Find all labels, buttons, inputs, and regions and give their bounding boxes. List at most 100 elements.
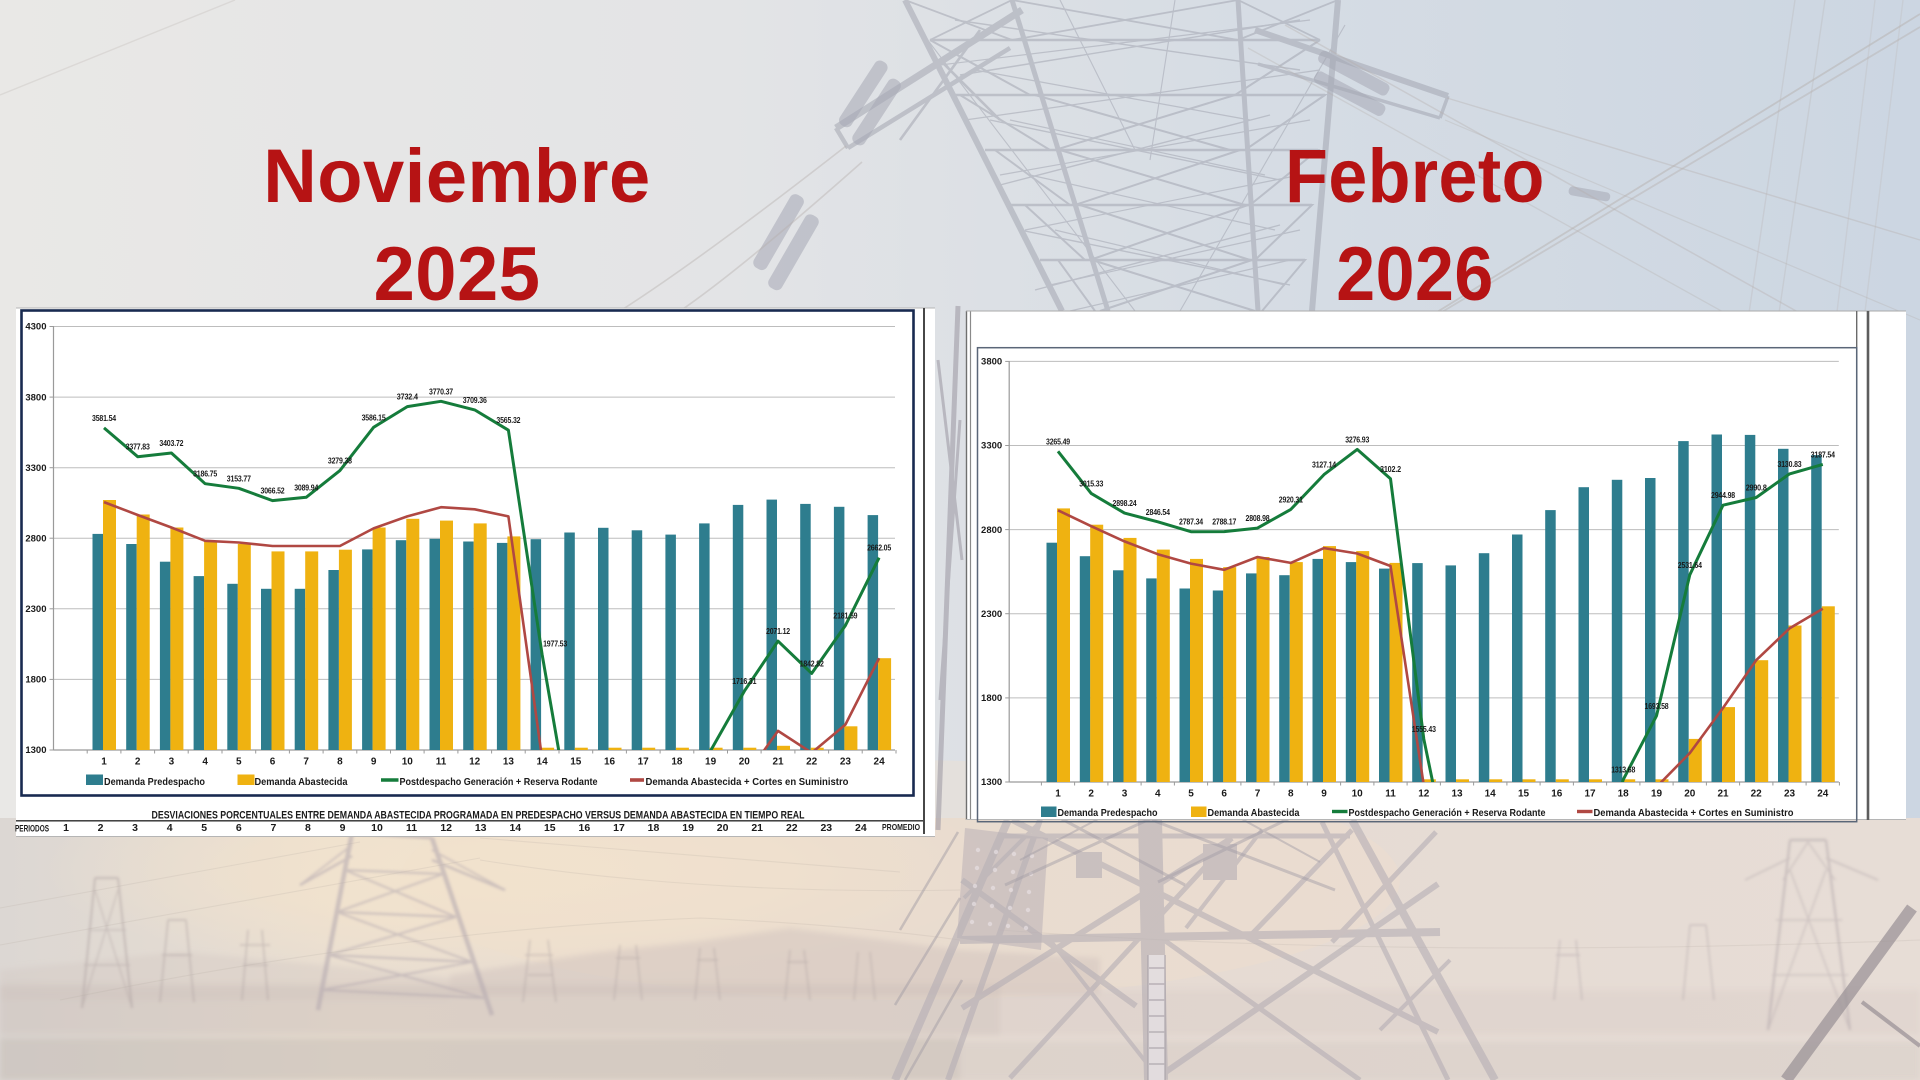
svg-text:1: 1 xyxy=(101,757,107,768)
svg-text:12: 12 xyxy=(1418,789,1430,800)
svg-text:9: 9 xyxy=(1321,789,1327,800)
svg-text:15: 15 xyxy=(1518,789,1530,800)
svg-text:2898.24: 2898.24 xyxy=(1113,498,1137,508)
svg-text:Postdespacho Generación + Rese: Postdespacho Generación + Reserva Rodant… xyxy=(400,776,598,788)
svg-text:3130.83: 3130.83 xyxy=(1778,459,1802,469)
svg-text:11: 11 xyxy=(436,757,447,768)
svg-text:3127.14: 3127.14 xyxy=(1312,460,1336,470)
svg-text:15: 15 xyxy=(570,757,582,768)
svg-text:3300: 3300 xyxy=(981,441,1002,452)
svg-text:24: 24 xyxy=(874,757,886,768)
svg-text:3586.15: 3586.15 xyxy=(362,412,386,422)
svg-text:4: 4 xyxy=(167,822,173,834)
svg-text:4: 4 xyxy=(1155,789,1161,800)
svg-text:2300: 2300 xyxy=(981,609,1002,620)
svg-text:1716.31: 1716.31 xyxy=(732,676,756,686)
svg-text:10: 10 xyxy=(402,757,414,768)
svg-text:20: 20 xyxy=(1684,789,1696,800)
svg-text:PERIODOS: PERIODOS xyxy=(15,824,49,834)
svg-text:2: 2 xyxy=(135,757,141,768)
svg-text:2800: 2800 xyxy=(25,533,46,544)
svg-text:3770.37: 3770.37 xyxy=(429,386,453,396)
svg-text:18: 18 xyxy=(671,757,683,768)
svg-text:PROMEDIO: PROMEDIO xyxy=(882,822,920,832)
svg-text:1313.68: 1313.68 xyxy=(1611,765,1635,775)
svg-text:22: 22 xyxy=(806,757,818,768)
svg-text:1977.53: 1977.53 xyxy=(543,638,567,648)
svg-text:5: 5 xyxy=(236,757,242,768)
svg-text:2: 2 xyxy=(1088,789,1094,800)
svg-text:3: 3 xyxy=(169,757,175,768)
svg-text:5: 5 xyxy=(1188,789,1194,800)
svg-text:3709.36: 3709.36 xyxy=(463,395,487,405)
svg-text:14: 14 xyxy=(537,757,549,768)
svg-text:17: 17 xyxy=(638,757,650,768)
svg-text:23: 23 xyxy=(840,757,852,768)
svg-text:12: 12 xyxy=(469,757,481,768)
svg-text:3276.93: 3276.93 xyxy=(1345,434,1369,444)
svg-text:17: 17 xyxy=(1584,789,1596,800)
svg-text:Demanda Abastecida + Cortes: Demanda Abastecida + Cortes en Suministr… xyxy=(1594,807,1794,819)
svg-text:8: 8 xyxy=(1288,789,1294,800)
svg-text:19: 19 xyxy=(705,757,717,768)
svg-text:22: 22 xyxy=(786,822,798,834)
svg-text:7: 7 xyxy=(303,757,309,768)
svg-text:13: 13 xyxy=(503,757,515,768)
svg-text:8: 8 xyxy=(337,757,343,768)
svg-text:2531.64: 2531.64 xyxy=(1678,560,1702,570)
svg-text:1: 1 xyxy=(1055,789,1061,800)
svg-text:7: 7 xyxy=(270,822,276,834)
svg-text:20: 20 xyxy=(739,757,751,768)
svg-text:Demanda Abastecida + Cortes: Demanda Abastecida + Cortes en Suministr… xyxy=(646,776,849,788)
svg-text:6: 6 xyxy=(236,822,242,834)
svg-text:3732.4: 3732.4 xyxy=(397,392,418,402)
svg-text:3153.77: 3153.77 xyxy=(227,473,251,483)
svg-text:3377.83: 3377.83 xyxy=(126,442,150,452)
svg-text:2846.54: 2846.54 xyxy=(1146,507,1170,517)
svg-text:2808.98: 2808.98 xyxy=(1246,513,1270,523)
svg-text:3015.33: 3015.33 xyxy=(1079,478,1103,488)
svg-text:3: 3 xyxy=(1122,789,1128,800)
svg-text:3066.52: 3066.52 xyxy=(261,486,285,496)
svg-text:21: 21 xyxy=(751,822,763,834)
svg-text:3279.38: 3279.38 xyxy=(328,456,352,466)
svg-text:1800: 1800 xyxy=(981,693,1002,704)
svg-text:23: 23 xyxy=(1784,789,1796,800)
svg-text:17: 17 xyxy=(613,822,625,834)
svg-text:9: 9 xyxy=(340,822,346,834)
svg-text:3102.2: 3102.2 xyxy=(1380,464,1401,474)
svg-text:1842.82: 1842.82 xyxy=(800,658,824,668)
svg-text:3265.49: 3265.49 xyxy=(1046,436,1070,446)
svg-text:10: 10 xyxy=(371,822,383,834)
svg-text:21: 21 xyxy=(772,757,784,768)
svg-text:3186.75: 3186.75 xyxy=(193,469,217,479)
svg-text:2990.8: 2990.8 xyxy=(1746,483,1767,493)
svg-text:14: 14 xyxy=(1485,789,1497,800)
svg-text:2300: 2300 xyxy=(25,604,46,615)
svg-text:9: 9 xyxy=(371,757,377,768)
svg-text:16: 16 xyxy=(604,757,616,768)
svg-text:2787.34: 2787.34 xyxy=(1179,517,1203,527)
svg-text:20: 20 xyxy=(717,822,729,834)
svg-text:21: 21 xyxy=(1717,789,1729,800)
svg-text:1300: 1300 xyxy=(981,777,1002,788)
svg-text:Demanda Predespacho: Demanda Predespacho xyxy=(1058,807,1158,819)
svg-text:4300: 4300 xyxy=(25,322,46,333)
svg-text:1300: 1300 xyxy=(25,745,46,756)
svg-text:2: 2 xyxy=(98,822,104,834)
svg-text:Demanda Abastecida: Demanda Abastecida xyxy=(255,776,348,788)
svg-text:3800: 3800 xyxy=(25,392,46,403)
svg-text:10: 10 xyxy=(1352,789,1364,800)
svg-text:19: 19 xyxy=(1651,789,1663,800)
svg-text:18: 18 xyxy=(648,822,660,834)
svg-text:Demanda Predespacho: Demanda Predespacho xyxy=(104,776,205,788)
svg-text:3089.94: 3089.94 xyxy=(294,482,318,492)
svg-text:1693.58: 1693.58 xyxy=(1645,701,1669,711)
svg-text:16: 16 xyxy=(579,822,591,834)
svg-text:23: 23 xyxy=(820,822,832,834)
svg-text:3300: 3300 xyxy=(25,463,46,474)
svg-text:24: 24 xyxy=(1817,789,1829,800)
svg-text:Postdespacho Generación + Rese: Postdespacho Generación + Reserva Rodant… xyxy=(1349,807,1546,819)
svg-text:2944.98: 2944.98 xyxy=(1711,490,1735,500)
svg-text:6: 6 xyxy=(1221,789,1227,800)
